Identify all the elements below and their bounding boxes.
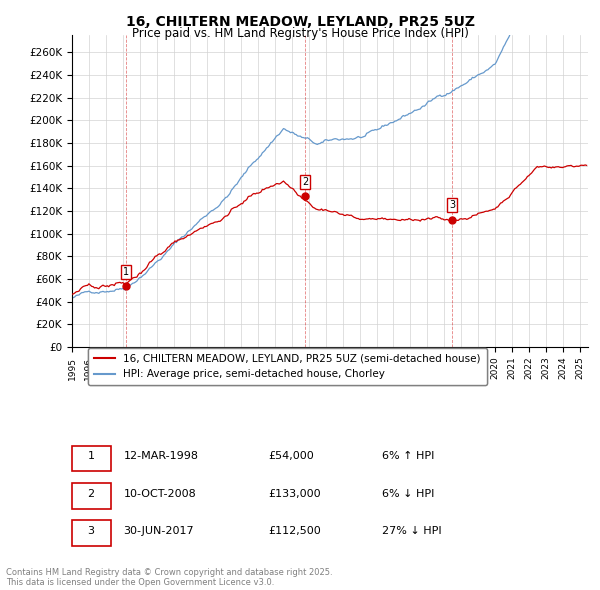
Legend: 16, CHILTERN MEADOW, LEYLAND, PR25 5UZ (semi-detached house), HPI: Average price: 16, CHILTERN MEADOW, LEYLAND, PR25 5UZ (… (88, 348, 487, 385)
Text: 6% ↓ HPI: 6% ↓ HPI (382, 489, 434, 499)
Text: 2: 2 (88, 489, 95, 499)
Text: 10-OCT-2008: 10-OCT-2008 (124, 489, 196, 499)
Text: 1: 1 (123, 267, 129, 277)
FancyBboxPatch shape (72, 520, 110, 546)
Text: Price paid vs. HM Land Registry's House Price Index (HPI): Price paid vs. HM Land Registry's House … (131, 27, 469, 40)
Text: £112,500: £112,500 (268, 526, 321, 536)
Text: 2: 2 (302, 177, 308, 187)
Text: 30-JUN-2017: 30-JUN-2017 (124, 526, 194, 536)
Text: Contains HM Land Registry data © Crown copyright and database right 2025.
This d: Contains HM Land Registry data © Crown c… (6, 568, 332, 587)
Text: £54,000: £54,000 (268, 451, 314, 461)
Text: 16, CHILTERN MEADOW, LEYLAND, PR25 5UZ: 16, CHILTERN MEADOW, LEYLAND, PR25 5UZ (125, 15, 475, 29)
Text: 27% ↓ HPI: 27% ↓ HPI (382, 526, 441, 536)
FancyBboxPatch shape (72, 445, 110, 471)
Text: 1: 1 (88, 451, 95, 461)
Text: 12-MAR-1998: 12-MAR-1998 (124, 451, 199, 461)
FancyBboxPatch shape (72, 483, 110, 509)
Text: 3: 3 (88, 526, 95, 536)
Text: 6% ↑ HPI: 6% ↑ HPI (382, 451, 434, 461)
Text: £133,000: £133,000 (268, 489, 321, 499)
Text: 3: 3 (449, 201, 455, 211)
